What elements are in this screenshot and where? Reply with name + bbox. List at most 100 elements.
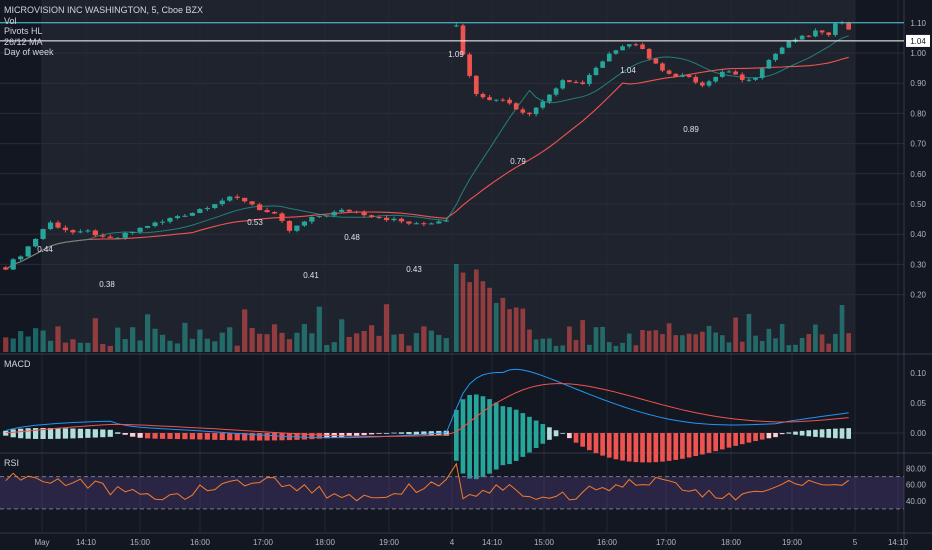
indicator-day-of-week[interactable]: Day of week (4, 47, 54, 57)
macd-pane-label[interactable]: MACD (4, 359, 31, 369)
macd-histogram-bar (40, 428, 46, 439)
indicator-pivots[interactable]: Pivots HL (4, 26, 43, 36)
candle-body (346, 209, 352, 212)
volume-bar (361, 331, 367, 352)
candle-body (580, 82, 586, 84)
time-tick-label: 14:10 (76, 538, 97, 547)
candle-body (660, 63, 665, 71)
volume-bar (719, 335, 725, 352)
macd-histogram-bar (174, 433, 181, 440)
macd-histogram-bar (480, 396, 486, 478)
macd-histogram-bar (271, 433, 278, 441)
session-shade-day1 (42, 0, 452, 352)
macd-histogram-bar (406, 432, 412, 435)
macd-histogram-bar (391, 432, 397, 434)
candle-body (62, 227, 69, 231)
macd-histogram-bar (580, 433, 586, 447)
volume-bar (130, 327, 136, 352)
indicator-vol[interactable]: Vol (4, 15, 17, 26)
macd-histogram-bar (122, 433, 128, 435)
volume-bar (249, 328, 255, 352)
volume-bar (339, 319, 345, 352)
time-tick-label: 14:10 (888, 538, 909, 547)
candle-body (428, 223, 434, 225)
volume-bar (693, 334, 699, 352)
candle-body (547, 94, 552, 102)
volume-bar (92, 318, 98, 352)
volume-bar (256, 333, 263, 352)
candle-body (294, 225, 300, 231)
volume-bar (368, 325, 375, 352)
price-tick-label: 0.80 (910, 109, 926, 118)
candle-body (279, 213, 285, 221)
volume-bar (487, 287, 492, 352)
volume-bar (726, 342, 732, 352)
macd-histogram-bar (361, 433, 367, 436)
candle-body (493, 99, 499, 101)
macd-histogram-bar (100, 429, 106, 438)
volume-bar (467, 282, 472, 352)
macd-histogram-bar (376, 433, 382, 434)
volume-bar (391, 334, 397, 352)
volume-bar (680, 335, 685, 352)
volume-bar (436, 334, 442, 352)
macd-histogram-bar (62, 428, 69, 439)
candle-body (460, 25, 466, 55)
candle-body (766, 59, 772, 69)
macd-histogram-bar (256, 433, 263, 441)
macd-histogram-bar (92, 429, 98, 438)
rsi-band-fill (0, 476, 904, 509)
time-tick-label: 15:00 (534, 538, 555, 547)
candle-body (833, 23, 838, 35)
candle-body (309, 217, 315, 222)
candle-body (826, 32, 832, 35)
candle-body (391, 218, 397, 221)
volume-bar (547, 338, 552, 352)
macd-histogram-bar (846, 428, 852, 439)
candle-body (383, 217, 390, 221)
macd-histogram-bar (746, 433, 752, 443)
macd-histogram-bar (813, 429, 818, 437)
volume-bar (264, 334, 270, 352)
volume-bar (507, 309, 512, 352)
candle-body (354, 211, 360, 213)
macd-histogram-bar (733, 433, 738, 446)
time-tick-label: 18:00 (721, 538, 742, 547)
volume-bar (606, 342, 612, 352)
macd-histogram-bar (354, 433, 360, 436)
macd-histogram-bar (547, 427, 552, 440)
indicator-ma[interactable]: 26/12 MA (4, 36, 43, 47)
candle-body (271, 212, 278, 214)
macd-histogram-bar (540, 424, 546, 444)
volume-bar (480, 281, 486, 352)
candle-body (18, 256, 24, 260)
macd-histogram-bar (152, 433, 158, 439)
candle-body (227, 196, 233, 201)
price-tick-label: 0.90 (910, 79, 926, 88)
candle-body (144, 225, 151, 228)
volume-bar (428, 330, 434, 352)
macd-histogram-bar (137, 433, 143, 438)
pivot-labels: 0.44 0.38 0.53 0.41 0.48 0.43 1.09 0.79 1.04 0.89 (37, 50, 699, 289)
volume-bar (77, 342, 84, 352)
macd-histogram-bar (413, 431, 420, 435)
volume-bar (646, 330, 652, 352)
time-tick-label: 4 (450, 538, 455, 547)
candle-body (553, 88, 559, 95)
chart-title[interactable]: MICROVISION INC WASHINGTON, 5, Cboe BZX (4, 5, 204, 15)
volume-bar (219, 332, 225, 352)
macd-histogram-bar (234, 433, 240, 441)
candle-body (686, 75, 692, 77)
macd-histogram-bar (753, 433, 758, 442)
volume-bar (189, 338, 196, 352)
volume-bar (294, 332, 300, 352)
price-tick-label: 0.70 (910, 140, 926, 149)
volume-bar (55, 326, 61, 352)
candle-body (586, 75, 592, 84)
macd-histogram-bar (799, 430, 805, 436)
candle-body (746, 79, 752, 81)
candle-body (520, 109, 526, 113)
last-price-tag-box (906, 34, 930, 47)
rsi-pane-label[interactable]: RSI (4, 458, 20, 468)
